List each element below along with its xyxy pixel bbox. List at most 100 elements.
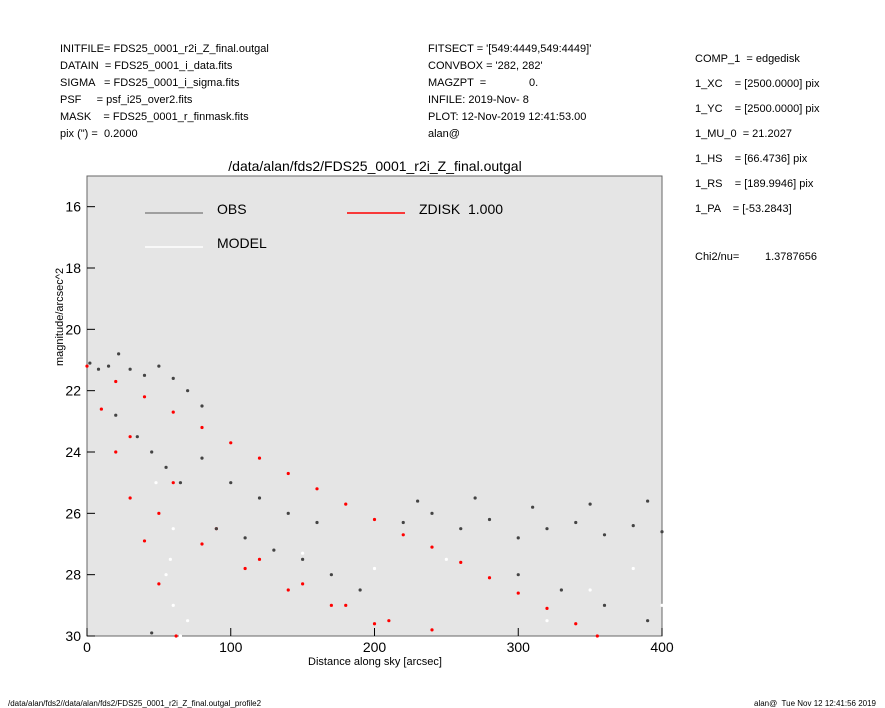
x-tick-label: 100 [219, 639, 243, 655]
point [157, 582, 161, 586]
point [459, 527, 463, 531]
point [487, 517, 492, 522]
point [128, 435, 132, 439]
point [171, 603, 175, 607]
point [660, 603, 664, 607]
point [171, 410, 175, 414]
point [329, 573, 333, 577]
point [164, 573, 168, 577]
chi-value: 1.3787656 [765, 251, 817, 263]
point [358, 588, 362, 592]
point [344, 502, 348, 506]
point [157, 364, 161, 368]
point [574, 520, 578, 525]
point [171, 481, 175, 485]
y-tick-label: 26 [65, 505, 81, 521]
header-line: 1_RS = [189.9946] pix [695, 178, 814, 190]
point [516, 536, 520, 540]
point [660, 530, 664, 534]
point [301, 551, 305, 555]
point [473, 496, 477, 500]
point [588, 588, 592, 592]
point [387, 619, 391, 623]
y-tick-label: 20 [65, 321, 81, 337]
x-axis-label: Distance along sky [arcsec] [308, 656, 442, 668]
point [631, 524, 635, 528]
point [372, 517, 377, 522]
point [142, 395, 147, 399]
point [286, 588, 290, 592]
point [243, 566, 247, 571]
header-line: DATAIN = FDS25_0001_i_data.fits [60, 60, 233, 72]
header-line: PLOT: 12-Nov-2019 12:41:53.00 [428, 111, 586, 123]
point [214, 527, 218, 531]
point [150, 631, 154, 635]
point [154, 481, 158, 485]
header-line: 1_YC = [2500.0000] pix [695, 103, 820, 115]
y-axis-label: magnitude/arcsec^2 [54, 268, 66, 366]
point [257, 456, 262, 460]
header-line: CONVBOX = '282, 282' [428, 60, 543, 72]
point [128, 367, 132, 371]
point [243, 536, 247, 540]
point [135, 435, 139, 439]
legend-label: OBS [217, 201, 247, 217]
point [301, 582, 305, 586]
y-tick-label: 16 [65, 199, 81, 215]
point [646, 499, 650, 503]
point [430, 511, 434, 515]
point [178, 634, 183, 638]
point [186, 389, 190, 393]
point [286, 511, 290, 515]
legend-label: MODEL [217, 235, 267, 251]
point [117, 352, 121, 356]
header-line: PSF = psf_i25_over2.fits [60, 94, 193, 106]
point [401, 533, 405, 537]
point [545, 619, 549, 623]
point [171, 527, 175, 531]
point [99, 407, 103, 411]
point [631, 566, 635, 571]
point [416, 499, 420, 503]
point [272, 548, 276, 552]
point [257, 557, 262, 561]
x-tick-label: 300 [507, 639, 531, 655]
header-line: 1_MU_0 = 21.2027 [695, 128, 792, 140]
point [164, 465, 168, 469]
header-line: 1_HS = [66.4736] pix [695, 153, 808, 165]
header-line: FITSECT = '[549:4449,549:4449]' [428, 43, 591, 55]
point [200, 404, 204, 408]
y-tick-label: 28 [65, 567, 81, 583]
point [516, 591, 520, 595]
point [200, 456, 204, 460]
point [315, 487, 319, 491]
point [574, 622, 578, 626]
point [559, 588, 563, 592]
point [114, 450, 118, 454]
point [200, 425, 204, 430]
header-line: SIGMA = FDS25_0001_i_sigma.fits [60, 77, 240, 89]
point [96, 367, 101, 371]
y-tick-label: 18 [65, 260, 81, 276]
point [174, 634, 178, 638]
point [372, 622, 377, 626]
point [229, 481, 233, 485]
header-line: 1_PA = [-53.2843] [695, 203, 792, 215]
header-line: alan@ [428, 128, 460, 140]
point [372, 566, 377, 571]
point [487, 576, 492, 580]
point [114, 379, 118, 384]
footer-left: /data/alan/fds2//data/alan/fds2/FDS25_00… [8, 699, 262, 708]
point [531, 505, 535, 509]
y-tick-label: 22 [65, 383, 81, 399]
header-line: COMP_1 = edgedisk [695, 53, 800, 65]
point [171, 376, 175, 380]
chi-label: Chi2/nu= [695, 251, 739, 263]
point [401, 520, 405, 525]
point [106, 364, 111, 368]
point [602, 533, 607, 537]
point [229, 441, 233, 445]
header-line: MASK = FDS25_0001_r_finmask.fits [60, 111, 249, 123]
header-line: MAGZPT = 0. [428, 77, 538, 89]
point [315, 520, 319, 525]
